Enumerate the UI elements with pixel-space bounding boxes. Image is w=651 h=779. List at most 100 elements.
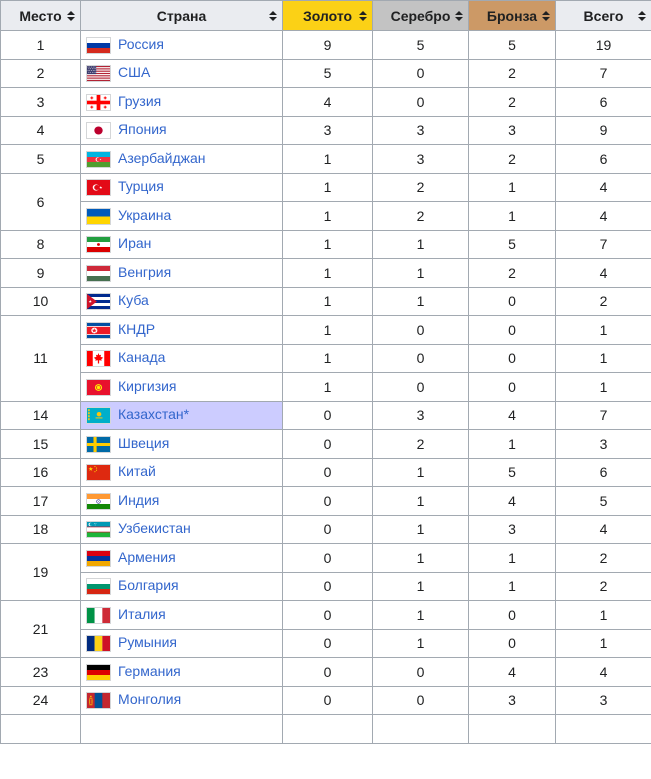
total-cell: 1 xyxy=(555,315,651,345)
bronze-cell: 4 xyxy=(468,400,556,430)
total-cell: 3 xyxy=(555,685,651,715)
country-link[interactable]: Румыния xyxy=(118,634,178,651)
country-link[interactable]: Индия xyxy=(118,491,160,508)
country-cell: Швеция xyxy=(80,429,283,459)
column-header-country[interactable]: Страна xyxy=(80,0,283,31)
place-cell: 3 xyxy=(0,87,81,117)
country-cell: Италия xyxy=(80,600,283,630)
country-link[interactable]: США xyxy=(118,64,151,81)
flag-uzbekistan-icon xyxy=(86,521,111,539)
gold-cell: 0 xyxy=(282,543,373,573)
country-link[interactable]: Киргизия xyxy=(118,377,177,394)
flag-usa-icon xyxy=(86,65,111,83)
place-cell: 8 xyxy=(0,229,81,259)
column-label: Серебро xyxy=(390,7,451,24)
flag-canada-icon xyxy=(86,350,111,368)
country-link[interactable]: Иран xyxy=(118,235,152,252)
country-cell: Румыния xyxy=(80,628,283,658)
country-link[interactable]: Болгария xyxy=(118,577,179,594)
country-cell: Индия xyxy=(80,486,283,516)
column-header-place[interactable]: Место xyxy=(0,0,81,31)
country-link[interactable]: Турция xyxy=(118,178,164,195)
country-link[interactable]: Япония xyxy=(118,121,167,138)
silver-cell: 0 xyxy=(372,343,469,373)
country-link[interactable]: КНДР xyxy=(118,320,156,337)
place-cell: 17 xyxy=(0,486,81,516)
empty-cell xyxy=(372,714,469,744)
silver-cell: 2 xyxy=(372,429,469,459)
gold-cell: 4 xyxy=(282,87,373,117)
place-cell: 10 xyxy=(0,286,81,316)
flag-italy-icon xyxy=(86,606,111,624)
place-cell: 1 xyxy=(0,30,81,60)
total-cell: 1 xyxy=(555,343,651,373)
place-cell: 9 xyxy=(0,258,81,288)
country-link[interactable]: Азербайджан xyxy=(118,149,206,166)
country-link[interactable]: Венгрия xyxy=(118,263,172,280)
country-cell: Грузия xyxy=(80,87,283,117)
country-cell: Киргизия xyxy=(80,372,283,402)
table-row-partial xyxy=(0,714,651,744)
total-cell: 4 xyxy=(555,514,651,544)
country-link[interactable]: Казахстан* xyxy=(118,406,190,423)
country-cell: Россия xyxy=(80,30,283,60)
flag-cuba-icon xyxy=(86,293,111,311)
country-cell: Канада xyxy=(80,343,283,373)
bronze-cell: 0 xyxy=(468,628,556,658)
sort-icon xyxy=(638,10,646,21)
flag-bulgaria-icon xyxy=(86,578,111,596)
column-header-bronze[interactable]: Бронза xyxy=(468,0,556,31)
bronze-cell: 3 xyxy=(468,685,556,715)
silver-cell: 2 xyxy=(372,201,469,231)
flag-india-icon xyxy=(86,492,111,510)
place-cell: 15 xyxy=(0,429,81,459)
table-row: 24 Монголия 0 0 3 3 xyxy=(0,685,651,715)
country-link[interactable]: Узбекистан xyxy=(118,520,191,537)
country-link[interactable]: Канада xyxy=(118,349,166,366)
table-row: 16 Китай 0 1 5 6 xyxy=(0,457,651,487)
gold-cell: 1 xyxy=(282,229,373,259)
empty-cell xyxy=(0,714,81,744)
country-link[interactable]: Россия xyxy=(118,35,164,52)
column-label: Золото xyxy=(302,7,353,24)
silver-cell: 0 xyxy=(372,58,469,88)
country-link[interactable]: Грузия xyxy=(118,92,162,109)
place-cell: 11 xyxy=(0,315,81,402)
country-link[interactable]: Германия xyxy=(118,662,181,679)
total-cell: 6 xyxy=(555,457,651,487)
country-cell: Армения xyxy=(80,543,283,573)
silver-cell: 1 xyxy=(372,571,469,601)
place-cell: 19 xyxy=(0,543,81,601)
bronze-cell: 5 xyxy=(468,229,556,259)
flag-iran-icon xyxy=(86,236,111,254)
column-header-total[interactable]: Всего xyxy=(555,0,651,31)
empty-cell xyxy=(468,714,556,744)
gold-cell: 1 xyxy=(282,258,373,288)
country-link[interactable]: Италия xyxy=(118,605,166,622)
table-row: 6 Турция 1 2 1 4 xyxy=(0,172,651,231)
silver-cell: 0 xyxy=(372,315,469,345)
country-link[interactable]: Швеция xyxy=(118,434,170,451)
total-cell: 1 xyxy=(555,600,651,630)
country-link[interactable]: Куба xyxy=(118,292,149,309)
sort-icon xyxy=(67,10,75,21)
empty-cell xyxy=(282,714,373,744)
country-link[interactable]: Армения xyxy=(118,548,176,565)
silver-cell: 3 xyxy=(372,400,469,430)
table-row: 2 США 5 0 2 7 xyxy=(0,58,651,88)
total-cell: 4 xyxy=(555,172,651,202)
silver-cell: 1 xyxy=(372,628,469,658)
gold-cell: 0 xyxy=(282,486,373,516)
column-header-silver[interactable]: Серебро xyxy=(372,0,469,31)
bronze-cell: 0 xyxy=(468,600,556,630)
table-row: 4 Япония 3 3 3 9 xyxy=(0,115,651,145)
country-cell: Венгрия xyxy=(80,258,283,288)
country-link[interactable]: Монголия xyxy=(118,691,182,708)
country-link[interactable]: Китай xyxy=(118,463,156,480)
country-cell: Турция xyxy=(80,172,283,202)
flag-romania-icon xyxy=(86,635,111,653)
country-link[interactable]: Украина xyxy=(118,206,172,223)
gold-cell: 0 xyxy=(282,657,373,687)
column-header-gold[interactable]: Золото xyxy=(282,0,373,31)
silver-cell: 3 xyxy=(372,115,469,145)
